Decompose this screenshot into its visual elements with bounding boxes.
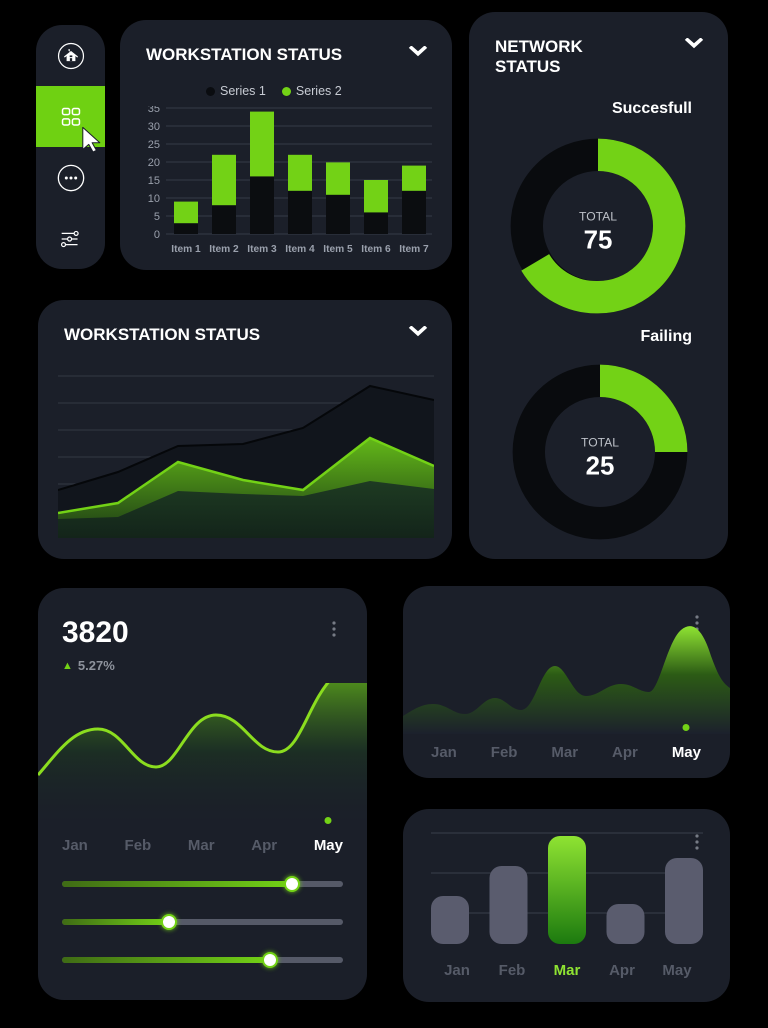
svg-text:5: 5 — [154, 211, 160, 223]
svg-text:25: 25 — [586, 453, 615, 481]
svg-text:30: 30 — [148, 121, 160, 133]
svg-text:15: 15 — [148, 175, 160, 187]
svg-text:Item 6: Item 6 — [361, 244, 391, 255]
svg-text:Item 7: Item 7 — [399, 244, 429, 255]
svg-text:TOTAL: TOTAL — [579, 209, 617, 223]
svg-text:20: 20 — [148, 157, 160, 169]
svg-text:0: 0 — [154, 229, 160, 241]
svg-text:10: 10 — [148, 193, 160, 205]
svg-text:Item 1: Item 1 — [171, 244, 201, 255]
svg-text:75: 75 — [584, 227, 613, 255]
svg-text:Item 3: Item 3 — [247, 244, 277, 255]
svg-text:TOTAL: TOTAL — [581, 435, 619, 449]
svg-text:35: 35 — [148, 106, 160, 115]
svg-text:25: 25 — [148, 139, 160, 151]
svg-text:Item 4: Item 4 — [285, 244, 315, 255]
svg-text:Item 2: Item 2 — [209, 244, 239, 255]
svg-text:Item 5: Item 5 — [323, 244, 353, 255]
